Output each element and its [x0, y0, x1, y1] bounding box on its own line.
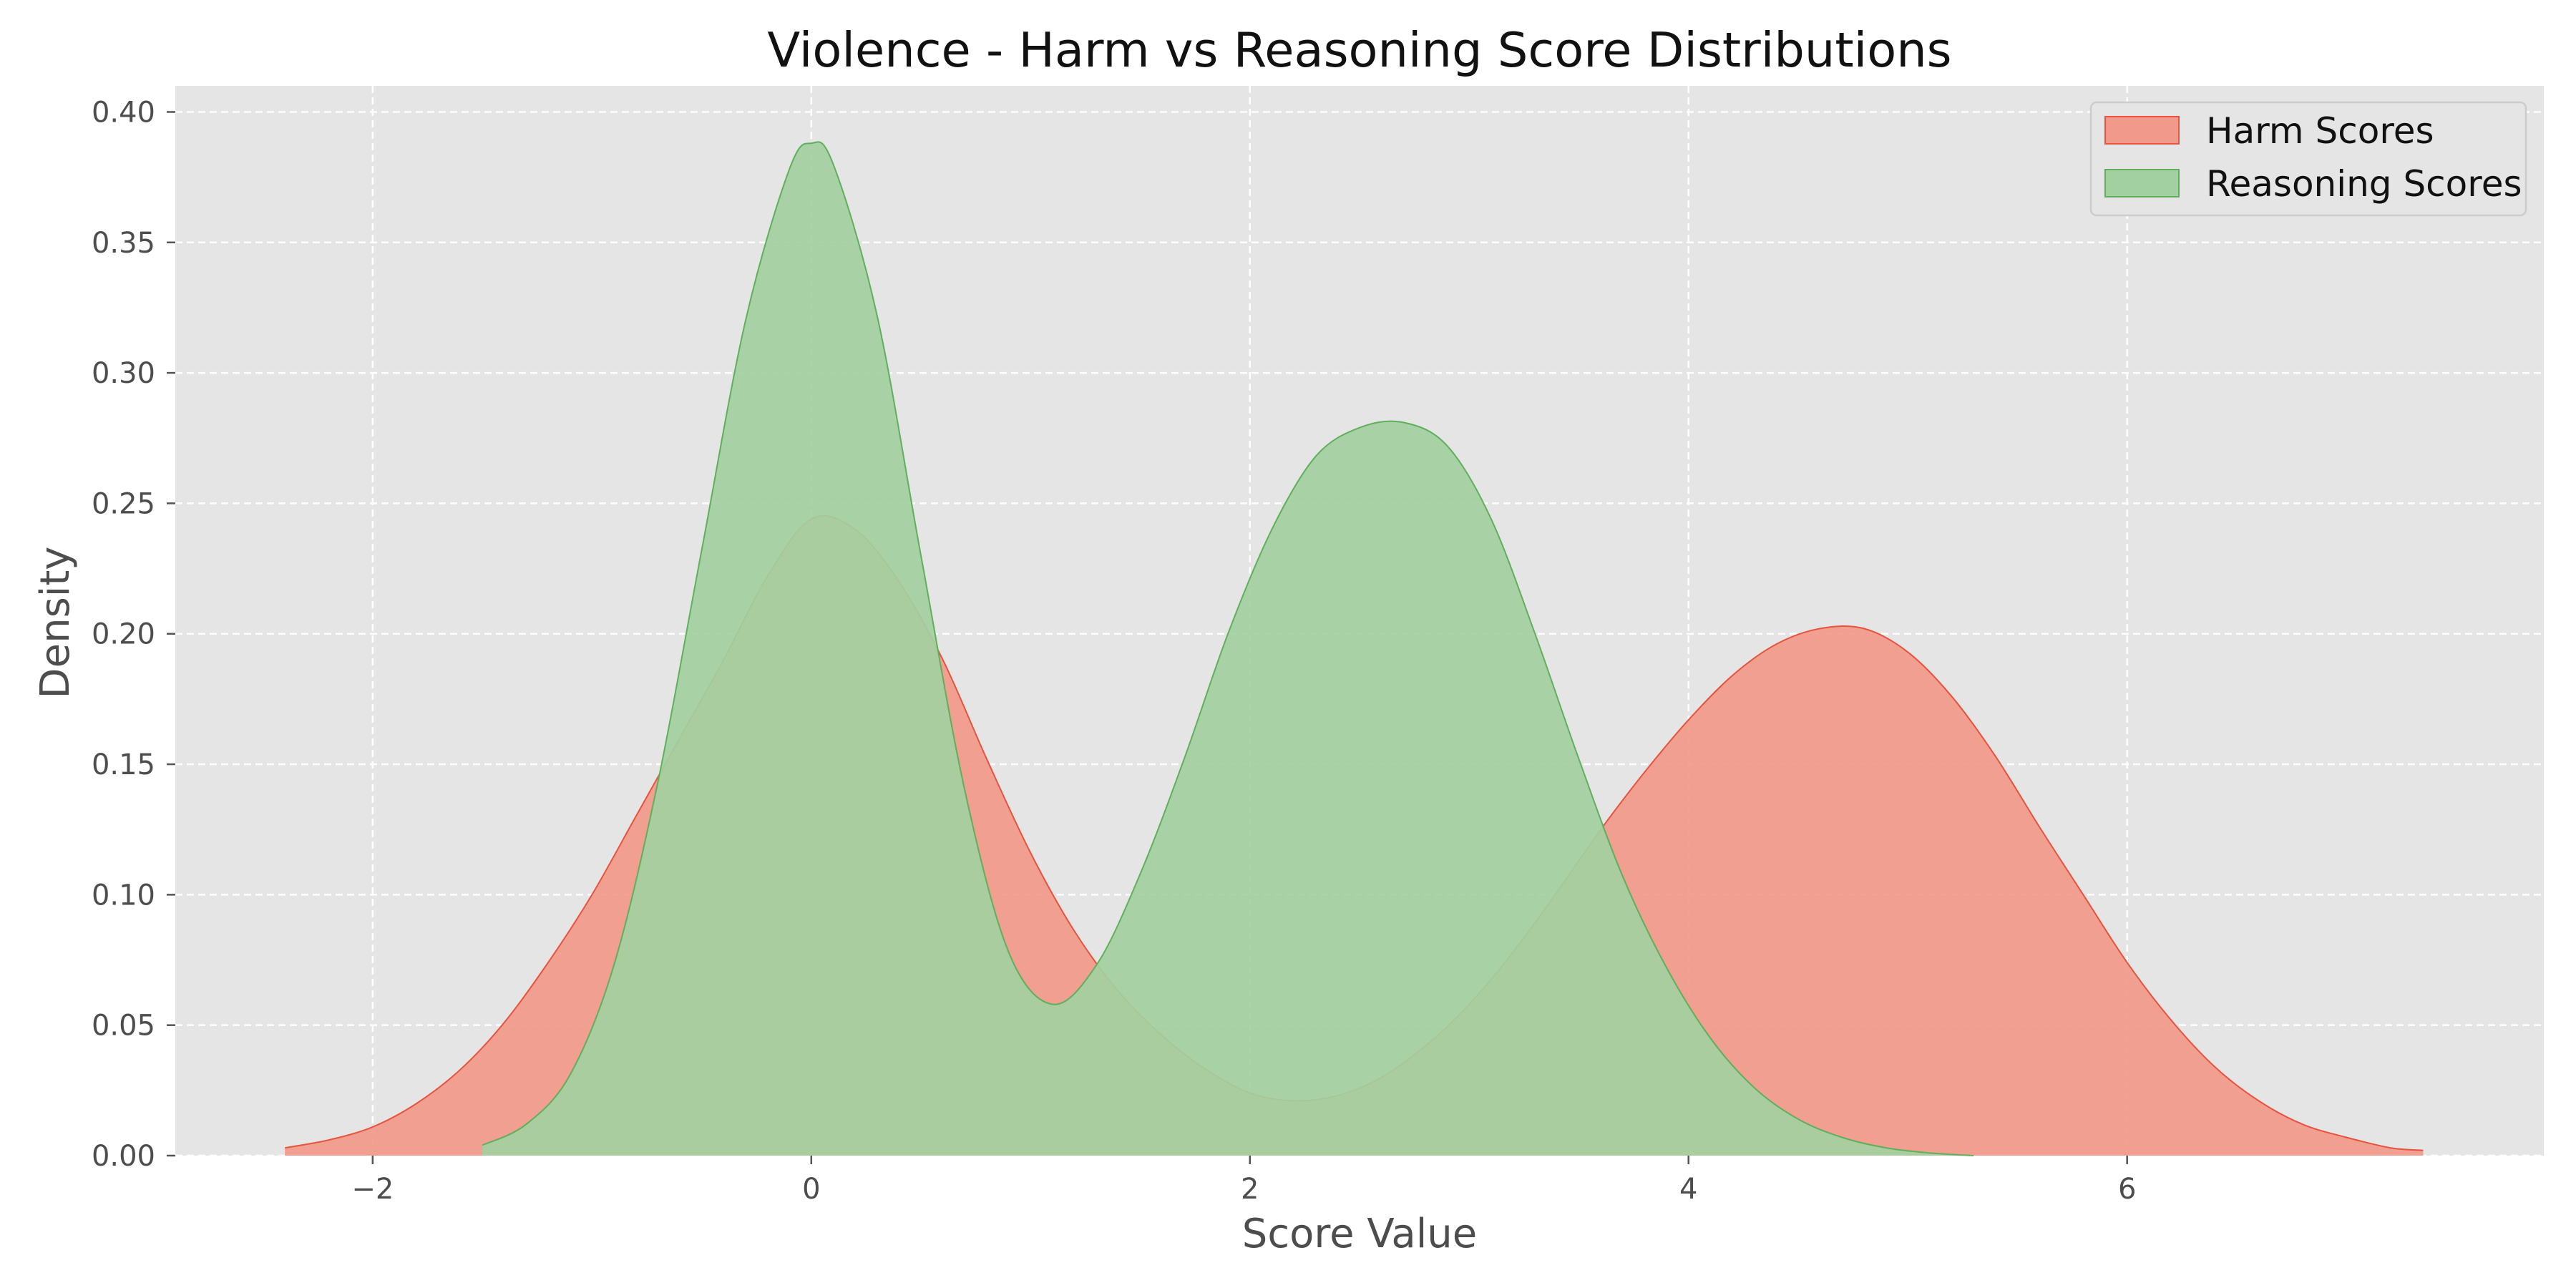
y-tick-label: 0.10 [92, 879, 155, 912]
harm-scores-legend-label: Harm Scores [2206, 110, 2434, 152]
series-layer [285, 141, 2424, 1156]
y-tick-label: 0.25 [92, 487, 155, 520]
y-tick-label: 0.05 [92, 1010, 155, 1043]
legend-frame [2089, 101, 2527, 217]
y-axis-title: Density [32, 547, 79, 699]
y-tick-label: 0.20 [92, 618, 155, 651]
legend: Harm Scores Reasoning Scores [2089, 101, 2527, 217]
x-tick-label: −2 [351, 1173, 394, 1206]
reasoning-scores-legend-swatch [2104, 169, 2180, 197]
axes: −2 0 2 4 6 0.00 0.05 0.10 0.15 0.20 0.25 0.30 0.35 0.… [92, 96, 2136, 1206]
x-axis-title: Score Value [1242, 1211, 1477, 1257]
y-tick-label: 0.40 [92, 96, 155, 129]
reasoning-scores-legend-label: Reasoning Scores [2206, 163, 2522, 205]
reasoning-scores-curve [482, 141, 1974, 1156]
x-tick-label: 0 [802, 1173, 820, 1206]
x-tick-label: 2 [1241, 1173, 1259, 1206]
y-tick-label: 0.00 [92, 1140, 155, 1173]
harm-scores-legend-swatch [2104, 116, 2180, 145]
x-tick-label: 6 [2118, 1173, 2136, 1206]
y-tick-label: 0.15 [92, 748, 155, 781]
x-tick-label: 4 [1679, 1173, 1697, 1206]
y-tick-label: 0.30 [92, 357, 155, 390]
reasoning-scores-area [482, 142, 1974, 1156]
y-tick-label: 0.35 [92, 227, 155, 260]
chart-title: Violence - Harm vs Reasoning Score Distr… [767, 22, 1951, 78]
